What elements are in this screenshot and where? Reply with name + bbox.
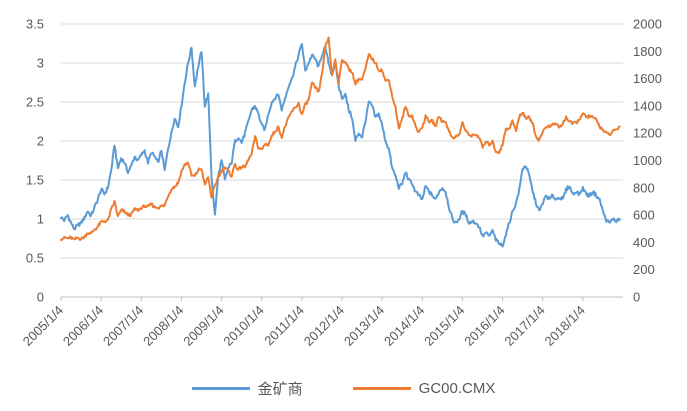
x-axis-tick-label: 2017/1/4 bbox=[501, 303, 547, 349]
x-axis-tick-label: 2010/1/4 bbox=[220, 303, 266, 349]
y-right-tick-label: 1800 bbox=[633, 44, 662, 59]
y-left-tick-label: 1 bbox=[37, 212, 44, 227]
x-axis-tick-label: 2006/1/4 bbox=[60, 303, 106, 349]
x-axis-tick-label: 2016/1/4 bbox=[461, 303, 507, 349]
y-left-tick-label: 0.5 bbox=[26, 251, 44, 266]
y-left-tick-label: 2.5 bbox=[26, 95, 44, 110]
x-axis-tick-label: 2018/1/4 bbox=[542, 303, 588, 349]
y-right-tick-label: 800 bbox=[633, 180, 655, 195]
y-right-tick-label: 400 bbox=[633, 235, 655, 250]
legend-label-gold-miners: 金矿商 bbox=[257, 381, 303, 398]
y-right-tick-label: 0 bbox=[633, 290, 640, 305]
y-right-tick-label: 1200 bbox=[633, 126, 662, 141]
legend-label-gc00cmx: GC00.CMX bbox=[418, 380, 496, 397]
y-left-tick-label: 1.5 bbox=[26, 173, 44, 188]
y-right-tick-label: 1000 bbox=[633, 153, 662, 168]
x-axis-tick-label: 2011/1/4 bbox=[261, 303, 307, 349]
y-right-tick-label: 1400 bbox=[633, 98, 662, 113]
chart-legend: 金矿商 GC00.CMX bbox=[0, 378, 687, 399]
y-right-tick-label: 200 bbox=[633, 262, 655, 277]
x-axis-tick-label: 2014/1/4 bbox=[381, 303, 427, 349]
legend-item-gold-miners[interactable]: 金矿商 bbox=[191, 378, 303, 399]
x-axis-tick-label: 2012/1/4 bbox=[301, 303, 347, 349]
series-line-gold-miners bbox=[60, 43, 621, 248]
x-axis-tick-label: 2005/1/4 bbox=[20, 303, 66, 349]
x-axis-tick-label: 2015/1/4 bbox=[421, 303, 467, 349]
y-left-tick-label: 3 bbox=[37, 56, 44, 71]
y-right-tick-label: 1600 bbox=[633, 71, 662, 86]
y-left-tick-label: 0 bbox=[37, 290, 44, 305]
y-left-tick-label: 2 bbox=[37, 134, 44, 149]
y-right-tick-label: 2000 bbox=[633, 17, 662, 32]
y-left-tick-label: 3.5 bbox=[26, 17, 44, 32]
x-axis-tick-label: 2008/1/4 bbox=[140, 303, 186, 349]
series-line-gc00cmx bbox=[60, 36, 621, 241]
legend-line-swatch-blue bbox=[191, 387, 250, 390]
legend-line-swatch-orange bbox=[352, 387, 411, 390]
y-right-tick-label: 600 bbox=[633, 208, 655, 223]
x-axis-tick-label: 2007/1/4 bbox=[100, 303, 146, 349]
x-axis-tick-label: 2009/1/4 bbox=[180, 303, 226, 349]
legend-item-gc00cmx[interactable]: GC00.CMX bbox=[352, 380, 496, 397]
x-axis-tick-label: 2013/1/4 bbox=[341, 303, 387, 349]
